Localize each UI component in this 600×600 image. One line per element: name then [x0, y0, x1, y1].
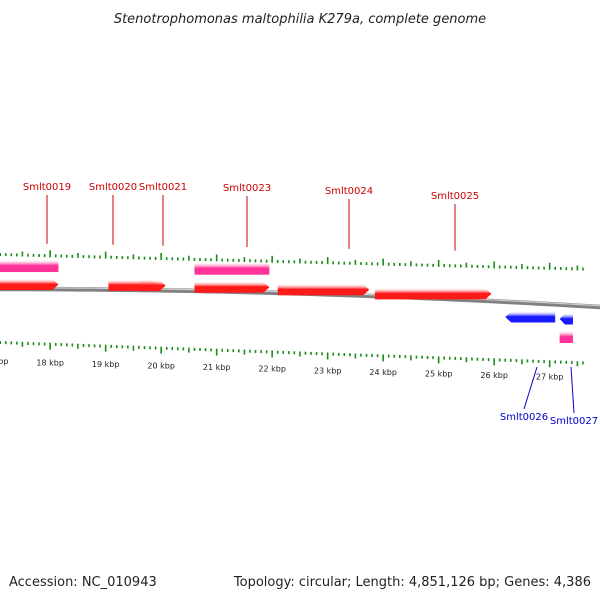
gene-label-smlt0027: Smlt0027	[550, 416, 598, 427]
kbp-tick-label: 18 kbp	[36, 358, 64, 367]
gene-label-smlt0026: Smlt0026	[500, 412, 548, 423]
kbp-tick-label: 26 kbp	[480, 371, 508, 380]
kbp-tick-label: 19 kbp	[92, 360, 120, 369]
forward-gene-arrow	[277, 284, 370, 296]
kbp-tick-label: 21 kbp	[203, 363, 231, 372]
forward-gene-arrow	[374, 288, 492, 300]
genome-title: Stenotrophomonas maltophilia K279a, comp…	[114, 12, 486, 27]
forward-rna-box	[194, 262, 270, 275]
gene-label-smlt0025: Smlt0025	[431, 191, 479, 202]
forward-gene-arrow	[0, 279, 59, 291]
reverse-tick-track	[0, 341, 584, 368]
gene-label-leader	[523, 366, 538, 410]
gene-label-smlt0020: Smlt0020	[89, 182, 137, 193]
gene-label-smlt0019: Smlt0019	[23, 182, 71, 193]
gene-label-smlt0023: Smlt0023	[223, 183, 271, 194]
accession-text: Accession: NC_010943	[9, 575, 157, 590]
reverse-strand-features	[505, 311, 573, 344]
reverse-gene-arrow	[559, 313, 573, 325]
kbp-tick-label: 27 kbp	[536, 373, 564, 382]
gene-label-smlt0021: Smlt0021	[139, 182, 187, 193]
gene-labels: Smlt0019 Smlt0020 Smlt0021 Smlt0023 Smlt0024…	[23, 182, 598, 427]
gene-label-leader	[570, 366, 575, 414]
kbp-tick-label: 24 kbp	[369, 368, 397, 377]
forward-tick-track	[0, 250, 584, 271]
forward-strand-features	[0, 260, 492, 300]
kbp-tick-label: 23 kbp	[314, 366, 342, 375]
forward-gene-arrow	[138, 280, 166, 292]
forward-rna-box	[0, 260, 59, 273]
kbp-tick-label: 17 kbp	[0, 357, 8, 366]
kbp-tick-label: 25 kbp	[425, 369, 453, 378]
kbp-tick-label: 22 kbp	[258, 365, 286, 374]
kbp-scale-labels: 17 kbp 18 kbp 19 kbp 20 kbp 21 kbp 22 kbp 23 k…	[0, 357, 563, 382]
kbp-tick-label: 20 kbp	[147, 362, 175, 371]
forward-gene-arrow	[194, 281, 270, 293]
reverse-gene-arrow	[505, 311, 556, 323]
gene-label-smlt0024: Smlt0024	[325, 186, 373, 197]
reverse-rna-box	[559, 331, 573, 344]
genome-summary-text: Topology: circular; Length: 4,851,126 bp…	[233, 575, 591, 590]
